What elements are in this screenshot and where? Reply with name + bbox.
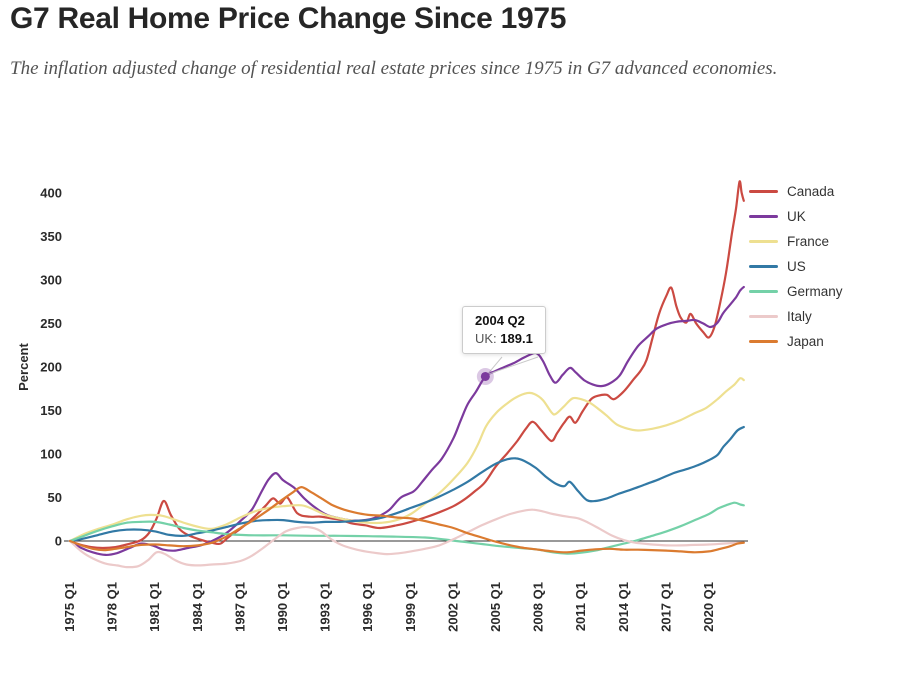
page-subtitle: The inflation adjusted change of residen… — [10, 58, 778, 79]
legend-swatch-line — [749, 290, 778, 293]
data-point-marker — [480, 371, 490, 381]
legend-item-italy[interactable]: Italy — [749, 304, 843, 329]
tooltip-title: 2004 Q2 — [475, 313, 525, 328]
series-line-japan[interactable] — [68, 486, 745, 554]
y-tick-label: 350 — [40, 229, 62, 244]
legend-swatch-line — [749, 190, 778, 193]
x-tick-label: 2014 Q1 — [616, 582, 631, 632]
tooltip: 2004 Q2 UK: 189.1 — [462, 306, 546, 354]
series-line-germany[interactable] — [68, 501, 745, 555]
series-line-italy[interactable] — [68, 508, 745, 569]
x-tick-label: 2020 Q1 — [701, 582, 716, 632]
legend-swatch-line — [749, 265, 778, 268]
y-tick-label: 300 — [40, 273, 62, 288]
x-tick-label: 1990 Q1 — [275, 582, 290, 632]
tooltip-callout-line — [486, 356, 503, 375]
legend-item-us[interactable]: US — [749, 254, 843, 279]
y-axis-label: Percent — [16, 342, 31, 390]
legend-swatch-line — [749, 315, 778, 318]
legend-label: Italy — [787, 309, 812, 324]
y-tick-label: 250 — [40, 316, 62, 331]
legend-swatch-line — [749, 340, 778, 343]
tooltip-body: UK: 189.1 — [475, 331, 533, 346]
series-line-canada[interactable] — [68, 180, 745, 550]
x-tick-label: 1978 Q1 — [105, 582, 120, 632]
legend-item-japan[interactable]: Japan — [749, 329, 843, 354]
y-tick-label: 0 — [55, 534, 62, 549]
legend-label: US — [787, 259, 806, 274]
legend-item-germany[interactable]: Germany — [749, 279, 843, 304]
x-tick-label: 1981 Q1 — [147, 582, 162, 632]
y-tick-label: 100 — [40, 447, 62, 462]
legend-item-france[interactable]: France — [749, 229, 843, 254]
x-tick-label: 2017 Q1 — [658, 582, 673, 632]
chart-legend: Canada UK France US Germany Italy Japan — [749, 179, 843, 354]
legend-label: UK — [787, 209, 806, 224]
y-tick-label: 200 — [40, 360, 62, 375]
legend-swatch-line — [749, 215, 778, 218]
legend-label: Japan — [787, 334, 824, 349]
x-tick-label: 2002 Q1 — [445, 582, 460, 632]
legend-swatch-line — [749, 240, 778, 243]
x-tick-label: 2005 Q1 — [488, 582, 503, 632]
tooltip-callout-line — [487, 356, 539, 375]
legend-item-uk[interactable]: UK — [749, 204, 843, 229]
legend-item-canada[interactable]: Canada — [749, 179, 843, 204]
legend-label: Canada — [787, 184, 835, 199]
series-line-us[interactable] — [68, 425, 745, 543]
legend-label: France — [787, 234, 830, 249]
x-tick-label: 1996 Q1 — [360, 582, 375, 632]
x-tick-label: 1993 Q1 — [318, 582, 333, 632]
x-tick-label: 1984 Q1 — [190, 582, 205, 632]
x-tick-label: 1975 Q1 — [62, 582, 77, 632]
tooltip-series-label: UK: — [475, 331, 497, 346]
page-title: G7 Real Home Price Change Since 1975 — [10, 2, 567, 35]
x-tick-label: 1987 Q1 — [232, 582, 247, 632]
y-tick-label: 50 — [48, 490, 62, 505]
y-tick-label: 150 — [40, 403, 62, 418]
tooltip-value: 189.1 — [500, 331, 533, 346]
x-tick-label: 2008 Q1 — [531, 582, 546, 632]
series-line-france[interactable] — [68, 377, 745, 543]
x-tick-label: 2011 Q1 — [573, 582, 588, 631]
legend-label: Germany — [787, 284, 843, 299]
y-tick-label: 400 — [40, 186, 62, 201]
x-tick-label: 1999 Q1 — [403, 582, 418, 632]
